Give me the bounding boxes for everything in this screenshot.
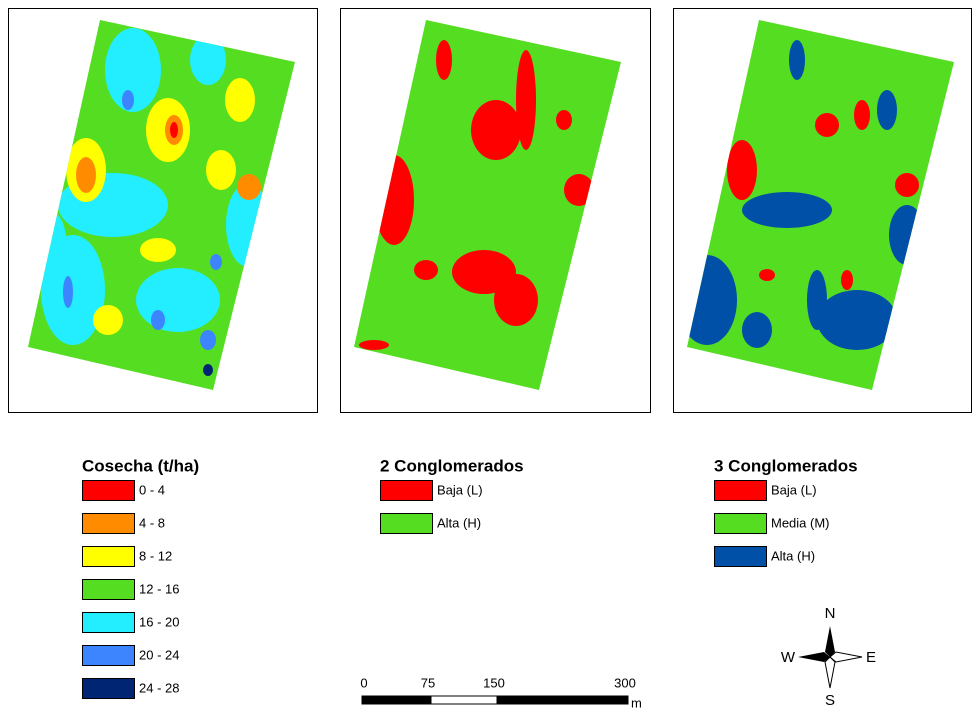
scale-segment (362, 696, 431, 704)
map-region (516, 50, 536, 150)
legend-label: 4 - 8 (139, 515, 165, 530)
legend-label: 8 - 12 (139, 548, 172, 563)
compass-label: W (781, 649, 796, 666)
map-region (374, 155, 414, 245)
map-region (170, 122, 178, 138)
map-region (564, 174, 594, 206)
compass-label: N (825, 605, 836, 622)
scale-label: 300 (614, 675, 636, 690)
map-region (742, 192, 832, 228)
legend-label: Media (M) (771, 515, 830, 530)
map-region (136, 268, 220, 332)
legend-label: 12 - 16 (139, 581, 179, 596)
compass-label: E (866, 649, 876, 666)
map-region (237, 174, 261, 200)
map-region (28, 125, 48, 175)
legend-label: 24 - 28 (139, 680, 179, 695)
map-region (63, 276, 73, 308)
map-panel (354, 20, 621, 390)
map-region (190, 35, 226, 85)
map-region (742, 312, 772, 348)
compass-label: S (825, 692, 835, 709)
map-region (697, 65, 737, 135)
legend-label: 0 - 4 (139, 482, 165, 497)
map-region (807, 270, 827, 330)
map-region (151, 310, 165, 330)
legend-swatch (83, 481, 135, 501)
scale-label: 150 (483, 675, 505, 690)
legend-swatch (83, 613, 135, 633)
map-region (206, 150, 236, 190)
scale-unit: m (631, 695, 642, 710)
map-region (414, 260, 438, 280)
map-panel (677, 20, 954, 390)
map-region (140, 238, 176, 262)
scale-segment (497, 696, 628, 704)
map-region (815, 113, 839, 137)
legend-title: 3 Conglomerados (714, 456, 858, 475)
scale-label: 75 (421, 675, 435, 690)
legend-label: Baja (L) (437, 482, 483, 497)
legend-label: Alta (H) (771, 548, 815, 563)
legend-swatch (83, 514, 135, 534)
map-region (817, 290, 897, 350)
map-region (789, 40, 805, 80)
map-region (889, 205, 925, 265)
map-region (210, 254, 222, 270)
legend: 3 Conglomerados Baja (L) Media (M) Alta (H) (714, 456, 858, 566)
map-region (877, 90, 897, 130)
map-region (556, 110, 572, 130)
scale-segment (431, 696, 497, 704)
map-region (225, 78, 255, 122)
map-region (122, 90, 134, 110)
map-region (727, 140, 757, 200)
map-region (854, 100, 870, 130)
map-region (30, 210, 66, 270)
scale-bar: 0 75 150 300 m (360, 675, 641, 710)
legend: 2 Conglomerados Baja (L) Alta (H) (380, 456, 524, 533)
legend: Cosecha (t/ha) 0 - 4 4 - 8 8 - 12 12 - 16 16 … (82, 456, 199, 698)
legend-label: Baja (L) (771, 482, 817, 497)
legend-swatch (83, 580, 135, 600)
map-region (759, 269, 775, 281)
map-panel (28, 20, 295, 390)
map-region (93, 305, 123, 335)
north-arrow: N S E W (781, 605, 876, 709)
map-region (494, 274, 538, 326)
legend-title: Cosecha (t/ha) (82, 456, 199, 475)
legend-swatch (83, 679, 135, 699)
map-region (436, 40, 452, 80)
legend-swatch (715, 514, 767, 534)
legend-label: 20 - 24 (139, 647, 179, 662)
legend-label: 16 - 20 (139, 614, 179, 629)
map-region (677, 255, 737, 345)
map-region (471, 100, 521, 160)
legend-title: 2 Conglomerados (380, 456, 524, 475)
scale-label: 0 (360, 675, 367, 690)
map-region (895, 173, 919, 197)
legend-swatch (83, 646, 135, 666)
map-region (200, 330, 216, 350)
legend-swatch (381, 481, 433, 501)
map-region (359, 340, 389, 350)
legend-swatch (715, 481, 767, 501)
legend-swatch (83, 547, 135, 567)
legend-label: Alta (H) (437, 515, 481, 530)
map-region (76, 157, 96, 193)
map-region (841, 270, 853, 290)
map-figure: 0 75 150 300 m N S E W Cosecha (t/ha) 0 -… (0, 0, 977, 716)
legend-swatch (715, 547, 767, 567)
map-region (203, 364, 213, 376)
legend-swatch (381, 514, 433, 534)
